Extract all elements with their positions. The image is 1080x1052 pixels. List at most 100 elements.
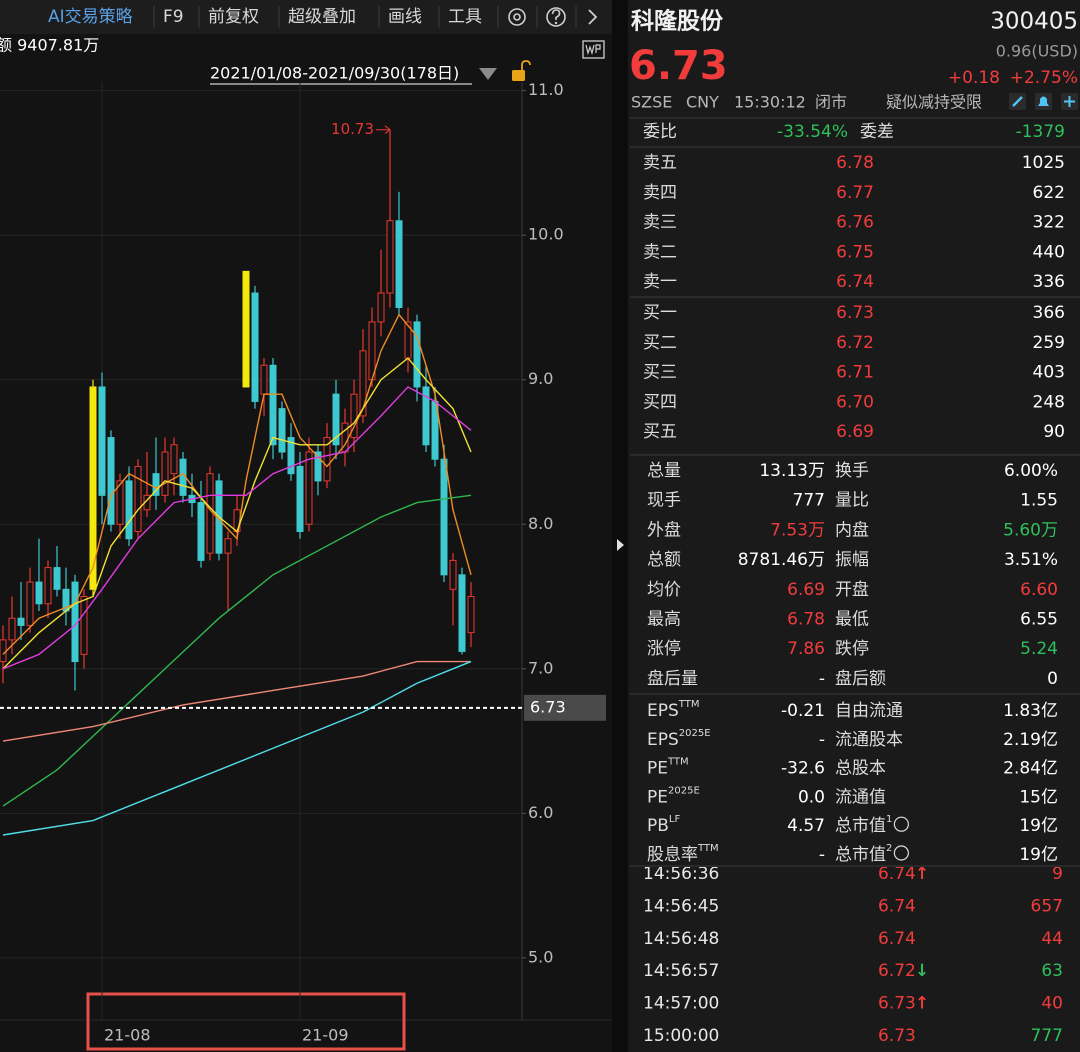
toolbar-item[interactable]: AI交易策略 (48, 7, 133, 27)
trade-time: 14:56:45 (643, 896, 719, 916)
stat-label-text: 总市值 (835, 816, 886, 836)
book-price: 6.77 (836, 183, 874, 203)
candle-body (26, 581, 34, 626)
book-level: 买四 (643, 392, 677, 412)
stat-label-text: 振幅 (835, 550, 869, 570)
candle-body (350, 393, 358, 439)
book-price: 6.69 (836, 422, 874, 442)
stat-label-text: 股息率 (647, 845, 698, 865)
book-volume: 1025 (1022, 153, 1065, 173)
trade-volume: 63 (1041, 961, 1063, 981)
toolbar-item[interactable]: F9 (163, 7, 184, 27)
stat-label-text: 盘后量 (647, 669, 698, 689)
stat-label-sup: 2025E (668, 785, 700, 796)
stat-label: 内盘 (835, 520, 869, 540)
stat-label-text: PE (647, 787, 668, 807)
candle-body (80, 596, 88, 655)
candle-body (449, 559, 457, 590)
more-icon[interactable] (588, 9, 598, 25)
candle-body (152, 473, 160, 496)
book-level: 买一 (643, 303, 677, 323)
stat-label-text: 自由流通 (835, 701, 903, 721)
last-price: 6.73 (629, 43, 728, 89)
stat-label: 跌停 (835, 639, 869, 659)
stat-label: EPSTTM (647, 699, 699, 721)
chart: 5.0 6.0 7.0 8.0 9.0 10.0 11.0 21-08 21-09 10.73 6.… (0, 80, 606, 1045)
trade-arrow: ↑ (915, 994, 929, 1014)
book-volume: 336 (1033, 272, 1065, 292)
trade-volume: 657 (1031, 896, 1063, 916)
candle-body (170, 444, 178, 475)
exchange: SZSE (631, 93, 672, 112)
stat-label-sup: 2 (886, 843, 892, 854)
trade-price: 6.74 (878, 864, 916, 884)
book-price: 6.70 (836, 392, 874, 412)
currency: CNY (686, 93, 719, 112)
toolbar-item[interactable]: 超级叠加 (288, 7, 356, 27)
candle-body (458, 574, 466, 652)
splitter-arrow[interactable] (617, 539, 624, 551)
stat-value: 7.53万 (770, 520, 825, 540)
change: +0.18 (948, 68, 1000, 88)
trade-time: 14:57:00 (643, 994, 719, 1014)
candle-body (413, 321, 421, 388)
range-dropdown[interactable] (479, 68, 497, 80)
trade-arrow: ↓ (915, 961, 929, 981)
x-tick-label: 21-09 (302, 1026, 349, 1045)
stat-label-text: 流通股本 (835, 730, 903, 750)
y-tick-label: 9.0 (528, 369, 553, 388)
candle-body (305, 451, 313, 525)
stat-label-sup: TTM (678, 699, 700, 710)
date-range[interactable]: 2021/01/08-2021/09/30(178日) (210, 64, 459, 83)
y-tick-label: 8.0 (528, 514, 553, 533)
toolbar-item[interactable]: 画线 (388, 7, 422, 27)
settings-icon[interactable] (508, 8, 526, 26)
candle-body (116, 480, 124, 525)
stat-value: - (819, 845, 825, 865)
stat-label: 总量 (647, 461, 681, 481)
wp-icon[interactable] (582, 40, 605, 59)
stat-label-text: 总市值 (835, 845, 886, 865)
stat-value: 15亿 (1019, 787, 1058, 807)
trade-time: 14:56:57 (643, 961, 719, 981)
y-tick-label: 11.0 (528, 80, 564, 99)
stat-label-text: 涨停 (647, 639, 681, 659)
toolbar-item[interactable]: 前复权 (208, 7, 259, 27)
stat-label-text: 最低 (835, 610, 869, 630)
candle-body (125, 480, 133, 540)
candle-body (44, 567, 52, 605)
trade-time: 14:56:36 (643, 864, 719, 884)
stat-label: 现手 (647, 491, 681, 511)
moving-average-line (2, 313, 472, 655)
splitter[interactable] (612, 0, 628, 1052)
stat-value: -0.21 (781, 701, 825, 721)
stat-label: 盘后额 (835, 669, 886, 689)
stat-label: 流通股本 (835, 730, 903, 750)
lock-icon[interactable] (512, 60, 531, 81)
candle-body (395, 220, 403, 308)
stat-label-text: 均价 (647, 580, 681, 600)
book-level: 卖一 (643, 272, 677, 292)
stat-label: 最高 (647, 610, 681, 630)
candle-body (0, 639, 7, 663)
stat-value: 6.55 (1020, 610, 1058, 630)
panel-separators (630, 117, 1080, 867)
stat-value: 8781.46万 (738, 550, 825, 570)
ratio-label: 委差 (860, 122, 894, 142)
stat-value: 4.57 (787, 816, 825, 836)
candle-body (161, 451, 169, 496)
stat-label-text: 最高 (647, 610, 681, 630)
y-tick-label: 5.0 (528, 947, 553, 966)
toolbar-item[interactable]: 工具 (448, 7, 482, 27)
help-icon[interactable] (546, 7, 566, 27)
stat-label-sup: TTM (667, 757, 689, 768)
stat-value: -32.6 (781, 759, 825, 779)
quote-time: 15:30:12 (734, 93, 806, 112)
candle-body (278, 408, 286, 453)
moving-average-line (2, 660, 471, 742)
book-level: 卖五 (643, 153, 677, 173)
stat-label-text: PB (647, 816, 669, 836)
moving-average-line (2, 660, 472, 836)
stat-label: 总股本 (835, 759, 886, 779)
